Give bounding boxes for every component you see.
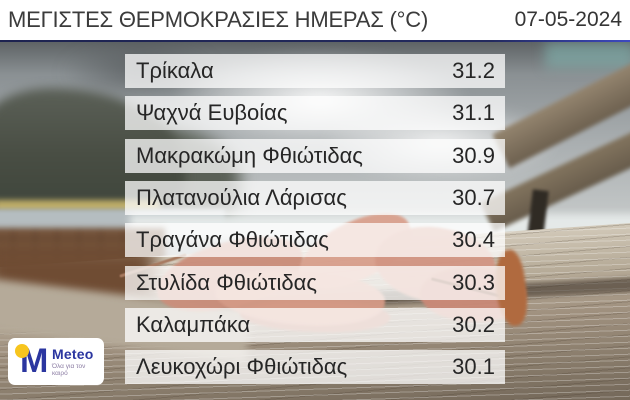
place-label: Τραγάνα Φθιώτιδας	[136, 227, 329, 252]
header-rule	[0, 40, 630, 42]
meteo-monogram: M	[8, 338, 52, 385]
brand-name: Meteo	[52, 345, 94, 362]
temperature-value: 30.3	[452, 270, 495, 295]
temperature-row: Μακρακώμη Φθιώτιδας 30.9	[125, 139, 505, 173]
sky-teal-tint	[545, 42, 630, 68]
temperature-row: Τραγάνα Φθιώτιδας 30.4	[125, 223, 505, 257]
temperature-value: 30.9	[452, 143, 495, 168]
place-label: Τρίκαλα	[136, 58, 214, 83]
temperature-row: Καλαμπάκα 30.2	[125, 308, 505, 342]
temperature-row: Στυλίδα Φθιώτιδας 30.3	[125, 266, 505, 300]
place-label: Καλαμπάκα	[136, 312, 251, 337]
temperature-row: Ψαχνά Ευβοίας 31.1	[125, 96, 505, 130]
brand-text-block: Meteo Όλα για τον καιρό	[52, 346, 96, 378]
place-label: Ψαχνά Ευβοίας	[136, 100, 288, 125]
place-label: Στυλίδα Φθιώτιδας	[136, 270, 317, 295]
temperature-row: Πλατανούλια Λάρισας 30.7	[125, 181, 505, 215]
header-bar: ΜΕΓΙΣΤΕΣ ΘΕΡΜΟΚΡΑΣΙΕΣ ΗΜΕΡΑΣ (°C) 07-05-…	[0, 0, 630, 40]
brand-tagline: Όλα για τον καιρό	[52, 362, 86, 378]
temperature-value: 30.1	[452, 354, 495, 379]
place-label: Λευκοχώρι Φθιώτιδας	[136, 354, 348, 379]
temperature-row: Τρίκαλα 31.2	[125, 54, 505, 88]
date-label: 07-05-2024	[514, 8, 622, 31]
meteo-logo: M Meteo Όλα για τον καιρό	[8, 338, 104, 385]
temperature-value: 30.4	[452, 227, 495, 252]
temperature-value: 30.2	[452, 312, 495, 337]
place-label: Μακρακώμη Φθιώτιδας	[136, 143, 363, 168]
sun-icon	[15, 344, 29, 358]
page-title: ΜΕΓΙΣΤΕΣ ΘΕΡΜΟΚΡΑΣΙΕΣ ΗΜΕΡΑΣ (°C)	[8, 7, 429, 32]
temperature-value: 31.1	[452, 100, 495, 125]
temperature-row: Λευκοχώρι Φθιώτιδας 30.1	[125, 350, 505, 384]
temperature-value: 30.7	[452, 185, 495, 210]
temperature-value: 31.2	[452, 58, 495, 83]
place-label: Πλατανούλια Λάρισας	[136, 185, 347, 210]
